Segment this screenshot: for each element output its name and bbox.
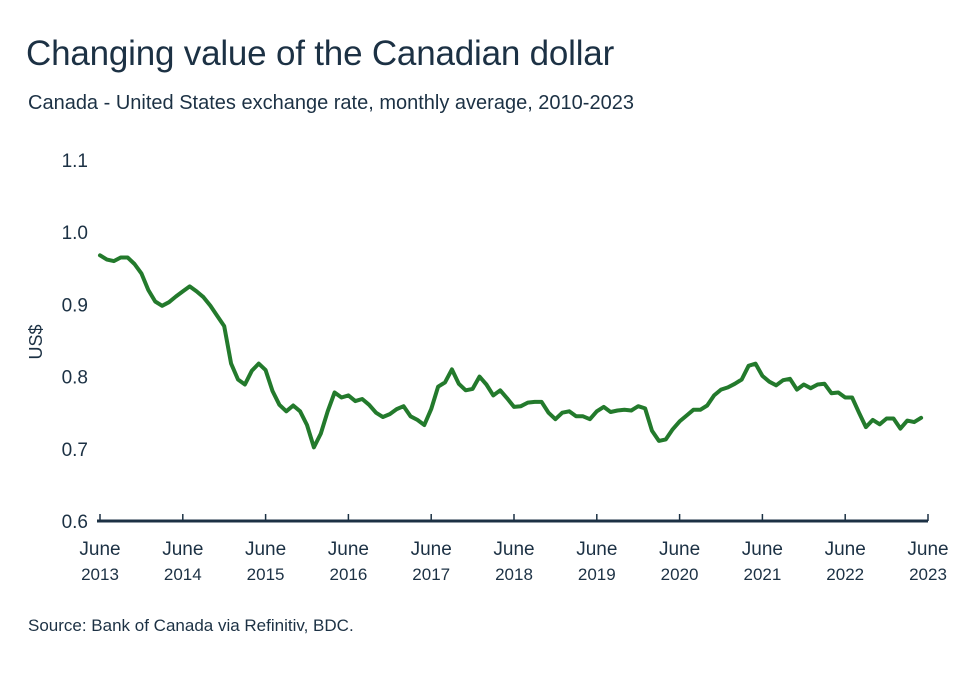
y-tick-label: 0.9 [62,295,88,316]
x-tick-label-month: June [576,539,617,560]
y-tick-label: 0.6 [62,512,88,533]
x-tick-label-year: 2023 [909,565,947,584]
x-tick-label-month: June [493,539,534,560]
x-tick-label-year: 2022 [826,565,864,584]
x-tick-label-year: 2021 [743,565,781,584]
chart-title: Changing value of the Canadian dollar [26,34,615,73]
chart-subtitle: Canada - United States exchange rate, mo… [28,92,634,114]
x-tick-label-month: June [907,539,948,560]
chart-source: Source: Bank of Canada via Refinitiv, BD… [28,616,354,635]
y-tick-label: 0.7 [62,440,88,461]
x-tick-label-year: 2013 [81,565,119,584]
series-lines [98,253,924,450]
x-tick-label-month: June [411,539,452,560]
y-tick-label: 0.8 [62,368,88,389]
x-tick-label-month: June [742,539,783,560]
x-tick-label-month: June [825,539,866,560]
y-axis-label: US$ [26,324,46,359]
x-tick-label-year: 2019 [578,565,616,584]
exchange-rate-line [98,253,924,450]
x-tick-label-year: 2015 [247,565,285,584]
x-tick-label-year: 2020 [661,565,699,584]
x-axis: June 2013 June 2014 June 2015 June 2016 June 2017… [79,514,949,584]
x-tick-label-month: June [245,539,286,560]
x-tick-label-month: June [79,539,120,560]
y-axis: 0.6 0.7 0.8 0.9 1.0 1.1 [62,151,88,533]
x-tick-label-month: June [328,539,369,560]
x-tick-label-year: 2018 [495,565,533,584]
x-tick-label-year: 2017 [412,565,450,584]
x-tick-label-month: June [659,539,700,560]
x-tick-label-year: 2016 [329,565,367,584]
y-tick-label: 1.0 [62,223,88,244]
x-tick-label-year: 2014 [164,565,202,584]
y-tick-label: 1.1 [62,151,88,172]
x-tick-label-month: June [162,539,203,560]
